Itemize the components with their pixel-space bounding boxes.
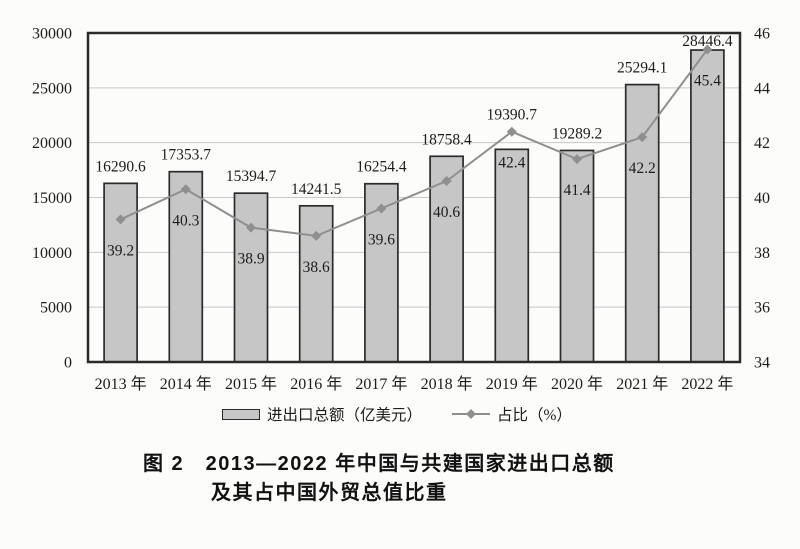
bar-2019年 [494, 148, 530, 363]
right-axis-tick-label: 40 [754, 190, 770, 207]
ratio-line [120, 48, 709, 237]
bar-2021年 [624, 83, 660, 363]
ratio-value-label: 45.4 [694, 72, 721, 89]
bar-2015年 [233, 192, 269, 363]
line-series-swatch-icon [452, 409, 491, 419]
right-axis-tick-label: 38 [754, 245, 770, 262]
left-axis-tick-label: 5000 [40, 300, 72, 317]
ratio-value-label: 42.2 [629, 160, 656, 177]
ratio-value-label: 40.3 [172, 212, 199, 229]
diamond-marker [180, 184, 191, 195]
ratio-value-label: 41.4 [563, 182, 590, 199]
x-axis-label: 2018 年 [421, 375, 473, 393]
diamond-marker [311, 230, 322, 241]
x-axis-label: 2015 年 [225, 375, 277, 393]
ratio-value-label: 38.9 [237, 251, 264, 268]
ratio-value-label: 42.4 [498, 155, 525, 172]
legend-line-label: 占比（%） [497, 407, 572, 424]
left-axis-tick-label: 0 [64, 355, 72, 372]
diamond-marker [572, 154, 582, 165]
caption-line-2: 及其占中国外贸总值比重 [211, 482, 448, 504]
ratio-value-label: 40.6 [433, 204, 460, 221]
x-axis-label: 2017 年 [355, 375, 407, 393]
legend-item-bar: 进出口总额（亿美元） [222, 403, 422, 425]
legend-item-line: 占比（%） [452, 403, 572, 425]
x-axis-label: 2016 年 [290, 375, 342, 393]
diamond-marker [246, 222, 256, 233]
right-axis-tick-label: 36 [754, 300, 770, 317]
bar-value-label: 16290.6 [95, 158, 146, 175]
right-axis-tick-label: 44 [754, 80, 770, 97]
right-axis-tick-label: 42 [754, 135, 770, 152]
diamond-marker [376, 203, 387, 214]
ratio-value-label: 38.6 [303, 259, 330, 276]
x-axis-label: 2020 年 [551, 375, 603, 393]
diamond-marker [115, 214, 126, 225]
import-export-combo-chart: 16290.6 17353.7 15394.7 14241.5 16254.4 18758… [32, 26, 770, 394]
bar-value-label: 19289.2 [552, 125, 602, 142]
bar-2014年 [168, 170, 204, 363]
x-axis-label: 2014 年 [160, 375, 212, 393]
bar-value-label: 17353.7 [161, 147, 212, 164]
right-axis-tick-label: 46 [754, 26, 770, 43]
x-axis-label: 2022 年 [681, 375, 733, 393]
x-axis-label: 2021 年 [616, 375, 668, 393]
plot-frame [86, 31, 742, 364]
left-axis-tick-label: 30000 [32, 26, 72, 43]
legend-bar-label: 进出口总额（亿美元） [267, 407, 423, 424]
bar-value-label: 14241.5 [291, 181, 342, 198]
left-axis-tick-label: 10000 [32, 245, 72, 262]
bar-2022年 [690, 49, 725, 363]
caption-line-1: 图 2 2013—2022 年中国与共建国家进出口总额 [143, 453, 615, 475]
right-axis-tick-label: 34 [754, 355, 770, 372]
left-axis-tick-label: 25000 [32, 80, 72, 97]
bar-2013年 [103, 182, 138, 363]
diamond-marker [637, 132, 648, 143]
left-axis-tick-label: 15000 [32, 190, 72, 207]
diamond-marker [441, 176, 452, 187]
bar-value-label: 19390.7 [487, 107, 538, 124]
bar-2016年 [298, 204, 334, 363]
bar-value-label: 15394.7 [226, 168, 277, 185]
chart-legend: 进出口总额（亿美元） 占比（%） [222, 403, 572, 425]
bar-series-swatch-icon [222, 408, 260, 420]
diamond-marker [702, 44, 713, 55]
bar-value-label: 28446.4 [682, 33, 733, 50]
left-axis-tick-label: 20000 [32, 135, 72, 152]
bar-2018年 [429, 155, 464, 363]
ratio-value-label: 39.6 [368, 231, 395, 248]
bar-value-label: 16254.4 [356, 159, 407, 176]
bar-value-label: 25294.1 [617, 60, 667, 77]
x-axis-label: 2013 年 [95, 375, 147, 393]
x-axis-label: 2019 年 [486, 375, 538, 393]
ratio-value-label: 39.2 [107, 242, 134, 259]
bar-value-label: 18758.4 [421, 131, 472, 148]
diamond-marker [506, 126, 517, 137]
figure-caption: 图 2 2013—2022 年中国与共建国家进出口总额 及其占中国外贸总值比重 [0, 450, 800, 508]
